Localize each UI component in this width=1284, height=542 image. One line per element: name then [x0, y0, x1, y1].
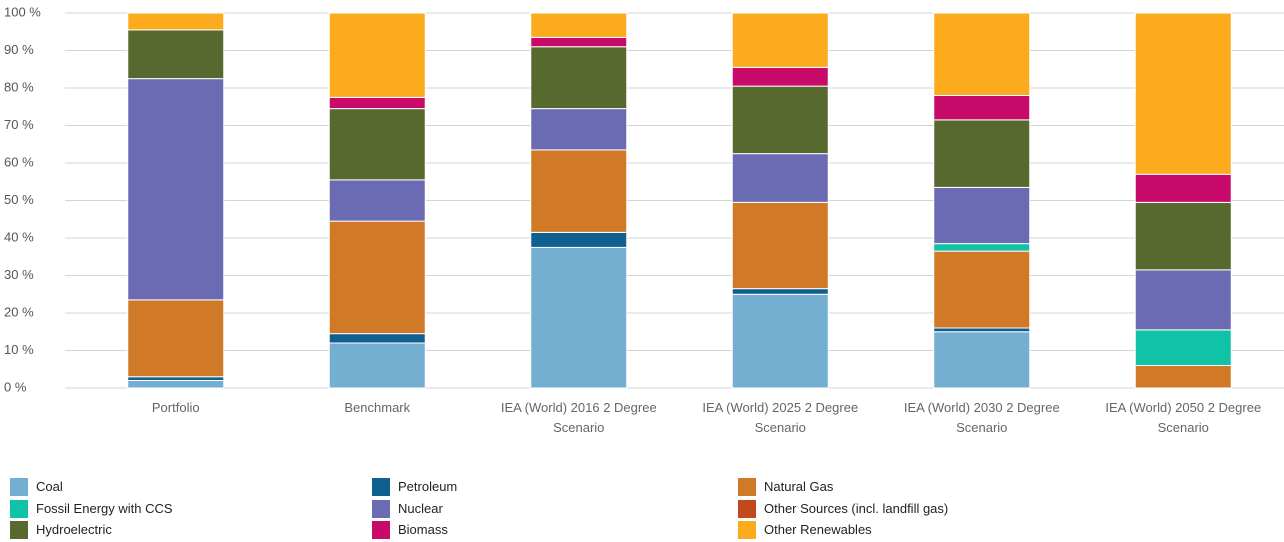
- bar-segment: [127, 12, 225, 31]
- legend-label: Biomass: [398, 522, 448, 537]
- bar-segment: [1134, 365, 1232, 389]
- legend-item: Natural Gas: [738, 477, 833, 497]
- legend-item: Biomass: [372, 520, 448, 540]
- bar-segment: [127, 78, 225, 301]
- bar-segment: [127, 380, 225, 389]
- x-tick-label: IEA (World) 2030 2 Degree Scenario: [903, 400, 1060, 435]
- legend-swatch: [10, 499, 28, 518]
- legend-swatch: [10, 521, 28, 539]
- legend-swatch: [372, 478, 390, 496]
- y-tick-label: 30 %: [4, 267, 34, 282]
- x-tick-label: IEA (World) 2016 2 Degree Scenario: [500, 400, 657, 435]
- y-tick-label: 60 %: [4, 154, 34, 169]
- bar-segment: [933, 250, 1031, 329]
- legend-item: Hydroelectric: [10, 520, 112, 540]
- legend-item: Fossil Energy with CCS: [10, 499, 173, 519]
- bar-segment: [731, 293, 829, 389]
- bar-segment: [530, 108, 628, 151]
- y-tick-label: 50 %: [4, 192, 34, 207]
- bar-segment: [1134, 201, 1232, 271]
- bar-segment: [933, 95, 1031, 121]
- y-tick-label: 70 %: [4, 117, 34, 132]
- y-tick-label: 80 %: [4, 79, 34, 94]
- legend-label: Other Sources (incl. landfill gas): [764, 500, 949, 516]
- legend-swatch: [372, 499, 390, 518]
- bar-segment: [530, 246, 628, 389]
- bar-segment: [1134, 12, 1232, 175]
- bar-segment: [731, 153, 829, 203]
- legend-item: Other Sources (incl. landfill gas): [738, 499, 948, 519]
- bar-segment: [328, 179, 426, 222]
- legend-label: Petroleum: [398, 479, 458, 494]
- x-tick-label: Portfolio: [151, 400, 200, 415]
- bar-segment: [127, 376, 225, 381]
- bar-segment: [328, 96, 426, 110]
- y-tick-label: 0 %: [4, 379, 27, 394]
- bar-segment: [1134, 269, 1232, 331]
- bar-segment: [328, 220, 426, 335]
- x-tick-label: IEA (World) 2050 2 Degree Scenario: [1105, 400, 1262, 435]
- bar-segment: [530, 36, 628, 48]
- bar-segment: [328, 12, 426, 98]
- legend-label: Coal: [36, 479, 63, 494]
- bar-segment: [127, 29, 225, 80]
- x-tick-label: IEA (World) 2025 2 Degree Scenario: [702, 400, 859, 435]
- legend-swatch: [738, 521, 756, 539]
- bar-segment: [933, 186, 1031, 245]
- legend-label: Hydroelectric: [36, 522, 112, 537]
- y-tick-label: 90 %: [4, 42, 34, 57]
- legend-swatch: [372, 521, 390, 539]
- bar-segment: [530, 231, 628, 248]
- y-tick-label: 20 %: [4, 304, 34, 319]
- bar-segment: [731, 12, 829, 68]
- y-tick-label: 100 %: [4, 4, 41, 19]
- bar-segment: [731, 288, 829, 295]
- bar-segment: [933, 243, 1031, 252]
- bar-segment: [1134, 173, 1232, 203]
- bar-segment: [933, 331, 1031, 389]
- legend-item: Coal: [10, 477, 63, 497]
- bar-segment: [530, 46, 628, 110]
- bar-segment: [530, 149, 628, 233]
- bar-segment: [731, 201, 829, 290]
- x-tick-label: Benchmark: [344, 400, 411, 415]
- bar-segment: [127, 299, 225, 378]
- legend-swatch: [10, 478, 28, 496]
- legend-item: Petroleum: [372, 477, 457, 497]
- bar-segment: [1134, 329, 1232, 366]
- bar-segment: [328, 342, 426, 389]
- legend-item: Other Renewables: [738, 520, 872, 540]
- bar-segment: [933, 12, 1031, 96]
- legend-swatch: [738, 499, 756, 518]
- legend-item: Nuclear: [372, 499, 443, 519]
- bar-segment: [731, 85, 829, 155]
- legend-label: Other Renewables: [764, 522, 872, 537]
- legend-label: Natural Gas: [764, 479, 834, 494]
- y-tick-label: 10 %: [4, 342, 34, 357]
- bar-segment: [933, 327, 1031, 333]
- bar-segment: [933, 119, 1031, 188]
- y-tick-label: 40 %: [4, 229, 34, 244]
- bar-segment: [731, 66, 829, 87]
- bar-segment: [328, 333, 426, 344]
- bar-segment: [530, 12, 628, 38]
- bar-segment: [328, 108, 426, 181]
- legend-label: Fossil Energy with CCS: [36, 500, 173, 516]
- legend-label: Nuclear: [398, 500, 443, 516]
- legend-swatch: [738, 478, 756, 496]
